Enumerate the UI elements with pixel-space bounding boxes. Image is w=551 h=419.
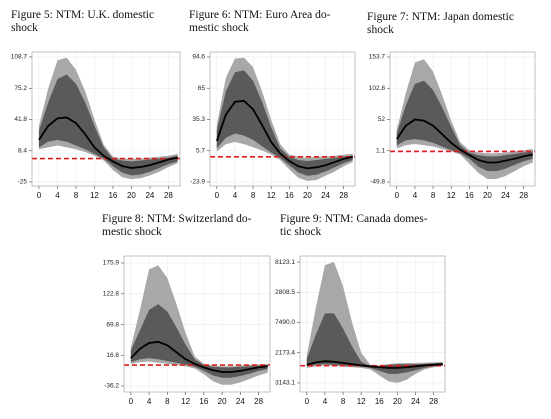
- figure-caption: Figure 8: NTM: Switzerland do-: [102, 213, 252, 225]
- x-tick-label: 0: [215, 191, 220, 200]
- x-tick-label: 28: [254, 397, 263, 406]
- confidence-band: [396, 80, 533, 172]
- x-tick-label: 24: [501, 191, 510, 200]
- x-tick-label: 16: [199, 397, 208, 406]
- figure-caption: mestic shock: [189, 22, 249, 34]
- x-tick-label: 0: [395, 191, 400, 200]
- plot-frame: [299, 255, 446, 393]
- plot-frame: [209, 51, 356, 187]
- confidence-band: [216, 70, 353, 176]
- y-tick-label: -23.9: [190, 179, 205, 186]
- plot-layer: [210, 57, 355, 182]
- median-line: [396, 118, 533, 164]
- figure-caption: Figure 7: NTM: Japan domestic: [367, 11, 514, 23]
- x-tick-label: 8: [251, 191, 256, 200]
- median-line: [130, 340, 268, 373]
- y-tick-label: -25: [18, 179, 28, 186]
- x-tick-label: 16: [285, 191, 294, 200]
- plot-layer: [300, 262, 445, 383]
- y-tick-label: 122.8: [103, 291, 120, 298]
- figure-caption: Figure 9: NTM: Canada domes-: [280, 213, 428, 225]
- x-tick-label: 24: [321, 191, 330, 200]
- confidence-band: [130, 304, 268, 378]
- x-tick-label: 8: [341, 397, 346, 406]
- x-tick-label: 28: [519, 191, 528, 200]
- y-tick-label: 153.7: [369, 54, 386, 61]
- x-tick-label: 0: [129, 397, 134, 406]
- plot-layer: [390, 59, 535, 180]
- x-tick-label: 12: [181, 397, 190, 406]
- x-tick-label: 0: [305, 397, 310, 406]
- y-tick-label: 7490.0: [275, 319, 295, 326]
- y-tick-label: 102.8: [369, 85, 386, 92]
- figure-caption: Figure 6: NTM: Euro Area do-: [189, 9, 331, 21]
- x-tick-label: 20: [218, 397, 227, 406]
- y-tick-label: 175.9: [103, 260, 120, 267]
- y-tick-label: -49.8: [370, 179, 385, 186]
- x-tick-label: 20: [393, 397, 402, 406]
- x-tick-label: 8: [74, 191, 79, 200]
- x-tick-label: 20: [127, 191, 136, 200]
- plot-layer: [124, 265, 270, 385]
- y-tick-label: 94.6: [192, 54, 205, 61]
- y-tick-label: 16.8: [106, 352, 119, 359]
- y-tick-label: 35.3: [192, 116, 205, 123]
- plot-frame: [123, 255, 271, 393]
- x-tick-label: 4: [323, 397, 328, 406]
- y-tick-label: 65: [198, 85, 206, 92]
- x-tick-label: 24: [411, 397, 420, 406]
- x-tick-label: 28: [429, 397, 438, 406]
- plot-frame: [31, 51, 181, 187]
- x-tick-label: 0: [37, 191, 42, 200]
- x-tick-label: 16: [108, 191, 117, 200]
- y-tick-label: 8123.1: [275, 259, 295, 266]
- y-tick-label: 41.8: [14, 116, 27, 123]
- x-tick-label: 16: [375, 397, 384, 406]
- figure-caption: shock: [11, 22, 38, 34]
- x-tick-label: 12: [357, 397, 366, 406]
- y-tick-label: 2808.5: [275, 289, 295, 296]
- figure-caption: shock: [367, 24, 394, 36]
- median-line: [38, 116, 178, 169]
- x-tick-label: 4: [413, 191, 418, 200]
- y-tick-label: 8.4: [18, 147, 27, 154]
- confidence-band: [306, 313, 443, 374]
- y-tick-label: 108.7: [11, 54, 28, 61]
- x-tick-label: 4: [233, 191, 238, 200]
- x-tick-label: 4: [147, 397, 152, 406]
- x-tick-label: 24: [145, 191, 154, 200]
- x-tick-label: 24: [236, 397, 245, 406]
- median-line: [306, 360, 443, 369]
- x-tick-label: 8: [431, 191, 436, 200]
- median-line: [215, 99, 353, 170]
- plot-layer: [32, 57, 180, 180]
- y-tick-label: 69.8: [106, 321, 119, 328]
- y-tick-label: 5.7: [196, 147, 205, 154]
- y-tick-label: 2173.4: [275, 349, 295, 356]
- x-tick-label: 16: [465, 191, 474, 200]
- figure-caption: mestic shock: [102, 226, 162, 238]
- x-tick-label: 20: [303, 191, 312, 200]
- x-tick-label: 28: [164, 191, 173, 200]
- figure-caption: tic shock: [280, 226, 321, 238]
- plot-frame: [389, 51, 536, 187]
- y-tick-label: 1.1: [376, 147, 385, 154]
- x-tick-label: 8: [165, 397, 170, 406]
- y-tick-label: 3143.1: [275, 380, 295, 387]
- confidence-band: [38, 74, 178, 176]
- figure-caption: Figure 5: NTM: U.K. domestic: [11, 9, 154, 21]
- y-tick-label: 52: [378, 116, 386, 123]
- x-tick-label: 4: [55, 191, 60, 200]
- y-tick-label: 75.2: [14, 85, 27, 92]
- y-tick-label: -36.2: [104, 383, 119, 390]
- x-tick-label: 12: [90, 191, 99, 200]
- x-tick-label: 12: [447, 191, 456, 200]
- x-tick-label: 12: [267, 191, 276, 200]
- x-tick-label: 28: [339, 191, 348, 200]
- x-tick-label: 20: [483, 191, 492, 200]
